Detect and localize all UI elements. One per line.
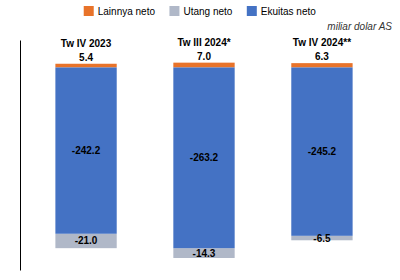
data-label: -245.2 xyxy=(308,146,337,157)
legend-item: Lainnya neto xyxy=(84,6,156,17)
plot-area xyxy=(55,63,352,258)
category-label: Tw IV 2023 xyxy=(61,38,112,49)
chart: 5.4 7.0 6.3 -21.0 -14.3 -6.5 -242.2 -263.2 -245.… xyxy=(0,0,400,280)
y-axis xyxy=(20,41,21,271)
bar xyxy=(173,67,234,248)
bar xyxy=(173,248,234,258)
bar xyxy=(291,67,352,235)
legend: Lainnya neto Utang neto Ekuitas neto xyxy=(84,6,317,17)
bar xyxy=(55,234,116,248)
legend-item: Ekuitas neto xyxy=(247,6,316,17)
legend-label: Lainnya neto xyxy=(98,6,156,17)
data-label: -263.2 xyxy=(190,152,219,163)
bar xyxy=(173,63,234,68)
y-axis-line xyxy=(20,41,21,271)
data-label: 6.3 xyxy=(315,51,329,62)
bar xyxy=(55,67,116,233)
legend-swatch xyxy=(84,6,94,16)
legend-label: Utang neto xyxy=(183,6,232,17)
data-label: -6.5 xyxy=(313,233,331,244)
bar xyxy=(291,63,352,67)
labels: 5.4 7.0 6.3 -21.0 -14.3 -6.5 -242.2 -263.2 -245.… xyxy=(61,37,351,259)
data-label: 7.0 xyxy=(197,51,211,62)
legend-swatch xyxy=(247,6,257,16)
data-label: -21.0 xyxy=(75,235,98,246)
legend-item: Utang neto xyxy=(169,6,232,17)
category-label: Tw III 2024* xyxy=(177,37,230,48)
legend-label: Ekuitas neto xyxy=(261,6,316,17)
unit-label: miliar dolar AS xyxy=(327,21,392,32)
data-label: -242.2 xyxy=(72,145,101,156)
data-label: -14.3 xyxy=(193,248,216,259)
legend-swatch xyxy=(169,6,179,16)
bar xyxy=(55,64,116,68)
data-label: 5.4 xyxy=(79,52,93,63)
category-label: Tw IV 2024** xyxy=(293,37,351,48)
